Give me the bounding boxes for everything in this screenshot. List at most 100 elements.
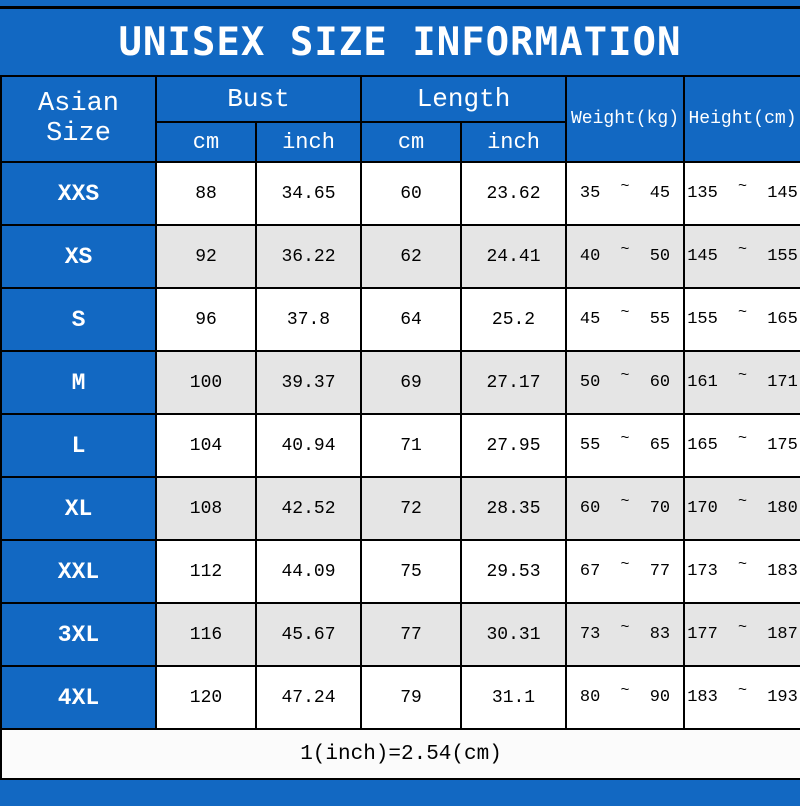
tilde-separator: ~ xyxy=(738,493,748,510)
bust-inch-value: 47.24 xyxy=(254,665,363,730)
length-cm-value: 60 xyxy=(360,161,463,226)
size-label: S xyxy=(0,287,157,352)
size-label: XS xyxy=(0,224,157,289)
length-cm-value: 75 xyxy=(360,539,463,604)
length-inch-value: 27.17 xyxy=(460,350,568,415)
bust-cm-value: 112 xyxy=(155,539,257,604)
weight-range-value: 80 ~ 90 xyxy=(565,665,686,730)
weight-range-value: 73 ~ 83 xyxy=(565,602,686,667)
subheader-length-cm: cm xyxy=(360,121,463,163)
tilde-separator: ~ xyxy=(620,241,630,258)
size-label: XL xyxy=(0,476,157,541)
tilde-separator: ~ xyxy=(620,367,630,384)
bust-cm-value: 88 xyxy=(155,161,257,226)
length-cm-value: 64 xyxy=(360,287,463,352)
bust-cm-value: 104 xyxy=(155,413,257,478)
weight-range-value: 50 ~ 60 xyxy=(565,350,686,415)
length-cm-value: 62 xyxy=(360,224,463,289)
bust-inch-value: 39.37 xyxy=(254,350,363,415)
height-range-value: 183 ~ 193 xyxy=(683,665,800,730)
tilde-separator: ~ xyxy=(620,619,630,636)
header-height-cm: Height(cm) xyxy=(683,75,800,163)
tilde-separator: ~ xyxy=(620,178,630,195)
tilde-separator: ~ xyxy=(738,682,748,699)
bust-inch-value: 42.52 xyxy=(254,476,363,541)
tilde-separator: ~ xyxy=(738,619,748,636)
group-header-length: Length xyxy=(360,75,568,123)
length-cm-value: 72 xyxy=(360,476,463,541)
bust-cm-value: 100 xyxy=(155,350,257,415)
tilde-separator: ~ xyxy=(738,178,748,195)
height-range-value: 170 ~ 180 xyxy=(683,476,800,541)
table-row: S 96 37.8 64 25.2 45 ~ 55 155 ~ 165 xyxy=(0,287,800,352)
size-label: L xyxy=(0,413,157,478)
length-inch-value: 30.31 xyxy=(460,602,568,667)
weight-range-value: 55 ~ 65 xyxy=(565,413,686,478)
bust-inch-value: 45.67 xyxy=(254,602,363,667)
tilde-separator: ~ xyxy=(620,304,630,321)
table-row: XL 108 42.52 72 28.35 60 ~ 70 170 ~ 180 xyxy=(0,476,800,541)
bust-cm-value: 92 xyxy=(155,224,257,289)
bust-inch-value: 34.65 xyxy=(254,161,363,226)
table-footer: 1(inch)=2.54(cm) xyxy=(0,728,800,780)
size-label: M xyxy=(0,350,157,415)
corner-header-asian-size: Asian Size xyxy=(0,75,157,163)
bust-inch-value: 40.94 xyxy=(254,413,363,478)
weight-range-value: 67 ~ 77 xyxy=(565,539,686,604)
tilde-separator: ~ xyxy=(738,241,748,258)
table-row: XXS 88 34.65 60 23.62 35 ~ 45 135 ~ 145 xyxy=(0,161,800,226)
length-inch-value: 29.53 xyxy=(460,539,568,604)
bust-cm-value: 108 xyxy=(155,476,257,541)
size-table-body: XXS 88 34.65 60 23.62 35 ~ 45 135 ~ 145 XS 92 36.… xyxy=(0,161,800,730)
length-inch-value: 25.2 xyxy=(460,287,568,352)
page-title: UNISEX SIZE INFORMATION xyxy=(118,19,682,65)
tilde-separator: ~ xyxy=(738,367,748,384)
length-inch-value: 24.41 xyxy=(460,224,568,289)
size-label: 3XL xyxy=(0,602,157,667)
weight-range-value: 45 ~ 55 xyxy=(565,287,686,352)
group-header-bust: Bust xyxy=(154,75,363,123)
size-label: 4XL xyxy=(0,665,157,730)
tilde-separator: ~ xyxy=(620,430,630,447)
subheader-length-inch: inch xyxy=(460,121,568,163)
size-chart-table: Asian Size Bust Length Weight(kg) Height… xyxy=(0,75,800,780)
size-label: XXS xyxy=(0,161,157,226)
table-header: Asian Size Bust Length Weight(kg) Height… xyxy=(0,75,800,163)
length-cm-value: 79 xyxy=(360,665,463,730)
tilde-separator: ~ xyxy=(738,556,748,573)
top-rule xyxy=(0,6,800,9)
height-range-value: 161 ~ 171 xyxy=(683,350,800,415)
length-cm-value: 77 xyxy=(360,602,463,667)
bust-cm-value: 120 xyxy=(155,665,257,730)
length-cm-value: 71 xyxy=(360,413,463,478)
length-cm-value: 69 xyxy=(360,350,463,415)
height-range-value: 165 ~ 175 xyxy=(683,413,800,478)
bust-inch-value: 44.09 xyxy=(254,539,363,604)
tilde-separator: ~ xyxy=(620,493,630,510)
subheader-bust-cm: cm xyxy=(155,121,257,163)
height-range-value: 177 ~ 187 xyxy=(683,602,800,667)
table-row: XXL 112 44.09 75 29.53 67 ~ 77 173 ~ 183 xyxy=(0,539,800,604)
length-inch-value: 31.1 xyxy=(460,665,568,730)
conversion-footnote: 1(inch)=2.54(cm) xyxy=(0,728,800,780)
height-range-value: 135 ~ 145 xyxy=(683,161,800,226)
bust-inch-value: 36.22 xyxy=(254,224,363,289)
tilde-separator: ~ xyxy=(738,430,748,447)
table-row: L 104 40.94 71 27.95 55 ~ 65 165 ~ 175 xyxy=(0,413,800,478)
subheader-bust-inch: inch xyxy=(254,121,363,163)
header-weight-kg: Weight(kg) xyxy=(565,75,686,163)
table-row: M 100 39.37 69 27.17 50 ~ 60 161 ~ 171 xyxy=(0,350,800,415)
bust-cm-value: 116 xyxy=(155,602,257,667)
table-row: 3XL 116 45.67 77 30.31 73 ~ 83 177 ~ 187 xyxy=(0,602,800,667)
tilde-separator: ~ xyxy=(738,304,748,321)
size-label: XXL xyxy=(0,539,157,604)
table-row: XS 92 36.22 62 24.41 40 ~ 50 145 ~ 155 xyxy=(0,224,800,289)
bust-cm-value: 96 xyxy=(155,287,257,352)
bust-inch-value: 37.8 xyxy=(254,287,363,352)
tilde-separator: ~ xyxy=(620,556,630,573)
tilde-separator: ~ xyxy=(620,682,630,699)
height-range-value: 155 ~ 165 xyxy=(683,287,800,352)
weight-range-value: 40 ~ 50 xyxy=(565,224,686,289)
length-inch-value: 27.95 xyxy=(460,413,568,478)
length-inch-value: 23.62 xyxy=(460,161,568,226)
